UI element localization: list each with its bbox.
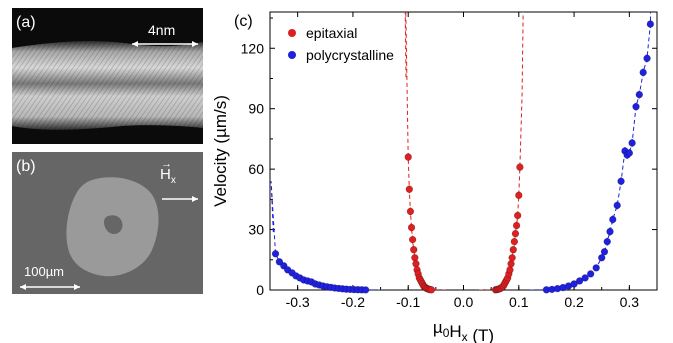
data-point-polycrystalline xyxy=(271,250,280,258)
data-point-polycrystalline xyxy=(586,270,595,278)
data-point-epitaxial xyxy=(410,246,418,254)
data-point-epitaxial xyxy=(412,260,420,268)
fit-curve-polycrystalline xyxy=(270,181,383,290)
y-tick-label: 30 xyxy=(248,222,264,238)
data-point-epitaxial xyxy=(407,223,416,232)
y-tick-label: 90 xyxy=(248,101,264,117)
fit-curve-polycrystalline xyxy=(529,12,652,290)
y-tick-label: 60 xyxy=(248,161,264,177)
legend-label-polycrystalline: polycrystalline xyxy=(306,47,394,63)
fit-curve-epitaxial xyxy=(478,12,524,290)
data-point-polycrystalline xyxy=(603,237,611,246)
y-tick-label: 120 xyxy=(241,40,265,56)
data-point-polycrystalline xyxy=(628,139,636,147)
data-point-polycrystalline xyxy=(632,102,640,111)
panel-a-image: (a) 4nm xyxy=(12,8,203,144)
panel-a-label: (a) xyxy=(16,14,36,31)
panel-c-label: (c) xyxy=(234,13,253,30)
data-point-epitaxial xyxy=(512,221,521,230)
x-tick-label: 0.2 xyxy=(564,294,584,310)
data-point-polycrystalline xyxy=(639,68,647,77)
scale-bar-a-label: 4nm xyxy=(148,22,176,38)
data-point-polycrystalline xyxy=(581,274,589,282)
data-point-epitaxial xyxy=(406,207,415,216)
x-tick-label: -0.2 xyxy=(341,294,365,310)
kerr-micrograph xyxy=(12,152,203,294)
y-tick-label: 0 xyxy=(256,282,264,298)
data-point-polycrystalline xyxy=(600,248,609,256)
data-point-epitaxial xyxy=(510,237,519,246)
data-point-polycrystalline xyxy=(275,258,284,266)
data-point-polycrystalline xyxy=(606,227,614,236)
data-point-epitaxial xyxy=(516,163,524,171)
x-tick-label: -0.3 xyxy=(286,294,310,310)
data-point-epitaxial xyxy=(427,286,436,294)
data-point-polycrystalline xyxy=(598,254,606,262)
scale-bar-b-label: 100µm xyxy=(24,264,65,279)
data-point-epitaxial xyxy=(411,254,419,262)
x-tick-label: -0.1 xyxy=(396,294,420,310)
data-point-polycrystalline xyxy=(625,149,634,157)
data-point-polycrystalline xyxy=(570,280,578,288)
data-point-epitaxial xyxy=(511,229,520,238)
data-point-polycrystalline xyxy=(575,277,584,285)
data-point-polycrystalline xyxy=(613,201,621,210)
panel-b-image: (b) → Hx 100µm xyxy=(12,152,203,294)
fit-curve-epitaxial xyxy=(404,12,449,290)
legend-marker-polycrystalline xyxy=(288,51,296,59)
data-point-polycrystalline xyxy=(635,90,644,99)
data-point-epitaxial xyxy=(506,266,514,274)
x-tick-label: 0.3 xyxy=(620,294,640,310)
data-point-polycrystalline xyxy=(609,215,617,224)
legend-marker-epitaxial xyxy=(288,29,296,37)
data-point-polycrystalline xyxy=(592,264,600,272)
legend-label-epitaxial: epitaxial xyxy=(306,25,357,41)
data-point-polycrystalline xyxy=(361,286,370,294)
panel-b-label: (b) xyxy=(16,158,36,175)
data-point-epitaxial xyxy=(404,153,412,161)
data-point-polycrystalline xyxy=(646,20,655,28)
data-point-polycrystalline xyxy=(643,54,651,63)
data-point-epitaxial xyxy=(507,260,515,268)
data-point-epitaxial xyxy=(508,254,516,262)
stem-micrograph xyxy=(12,41,203,130)
data-point-polycrystalline xyxy=(617,177,625,185)
x-axis-label: µ0Hx (T) xyxy=(433,318,494,343)
data-point-epitaxial xyxy=(513,211,522,220)
data-point-epitaxial xyxy=(509,246,517,254)
data-point-epitaxial xyxy=(405,185,414,193)
field-label: → Hx xyxy=(160,158,176,186)
y-axis-label: Velocity (µm/s) xyxy=(211,95,230,207)
x-tick-label: 0.0 xyxy=(454,294,474,310)
x-tick-label: 0.1 xyxy=(509,294,529,310)
data-point-epitaxial xyxy=(515,191,523,200)
data-point-epitaxial xyxy=(408,235,417,244)
